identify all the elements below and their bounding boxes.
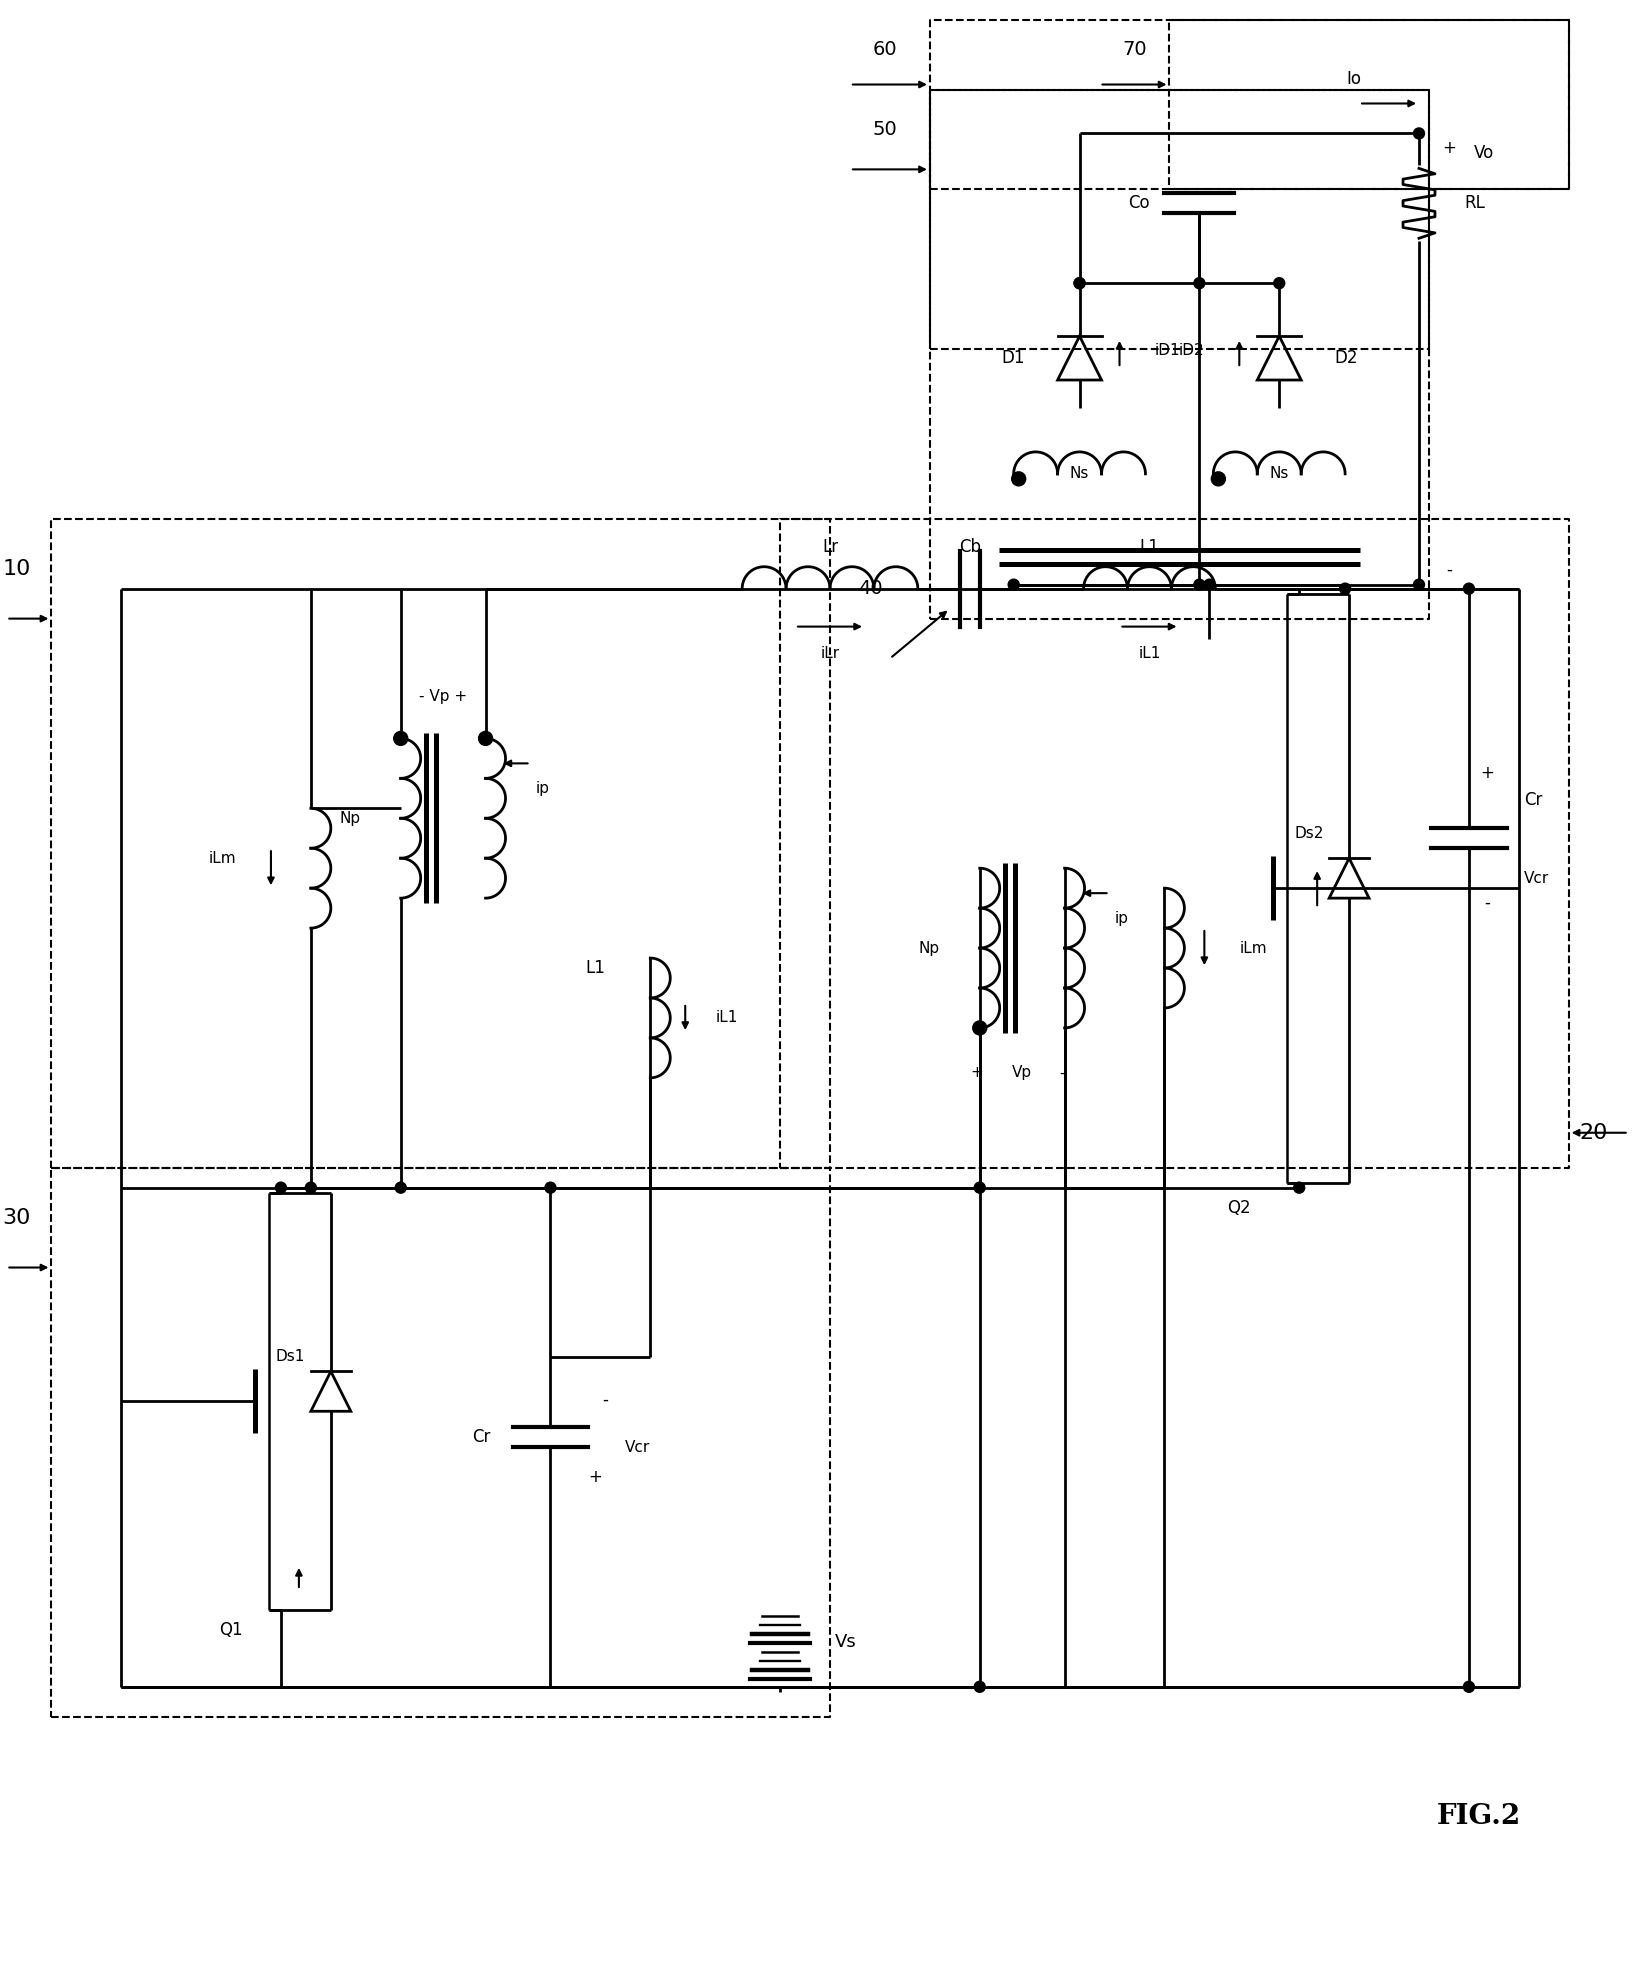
Text: Cr: Cr — [1524, 791, 1542, 809]
Text: Vs: Vs — [835, 1633, 857, 1651]
Text: Ds2: Ds2 — [1294, 827, 1324, 840]
Text: Lr: Lr — [822, 537, 839, 555]
Text: D1: D1 — [1001, 348, 1025, 368]
Text: 20: 20 — [1580, 1124, 1608, 1143]
Circle shape — [1194, 579, 1205, 590]
Circle shape — [974, 1681, 986, 1692]
Circle shape — [305, 1183, 317, 1193]
Text: iL1: iL1 — [1138, 646, 1161, 661]
Circle shape — [479, 732, 492, 746]
Text: Io: Io — [1347, 69, 1362, 87]
Text: Ds1: Ds1 — [276, 1348, 305, 1364]
Circle shape — [1194, 277, 1205, 289]
Text: Vo: Vo — [1474, 144, 1494, 163]
Text: Vcr: Vcr — [626, 1441, 650, 1454]
Text: RL: RL — [1464, 195, 1484, 213]
Text: +: + — [588, 1468, 603, 1486]
Text: 60: 60 — [873, 39, 896, 59]
Circle shape — [1212, 472, 1225, 486]
Circle shape — [545, 1183, 556, 1193]
Text: iL1: iL1 — [715, 1010, 738, 1025]
Text: Q1: Q1 — [220, 1622, 243, 1639]
Text: iLm: iLm — [1240, 941, 1266, 956]
Circle shape — [1463, 1681, 1474, 1692]
Circle shape — [972, 1021, 987, 1035]
Circle shape — [1413, 128, 1425, 140]
Circle shape — [1204, 579, 1215, 590]
Text: ip: ip — [1114, 911, 1129, 925]
Text: D2: D2 — [1334, 348, 1357, 368]
Text: +: + — [971, 1065, 984, 1080]
Text: iLr: iLr — [821, 646, 840, 661]
Circle shape — [1012, 472, 1025, 486]
Text: iLm: iLm — [208, 850, 236, 866]
Text: 30: 30 — [2, 1208, 31, 1228]
Circle shape — [1009, 579, 1019, 590]
Circle shape — [393, 732, 408, 746]
Text: Cb: Cb — [959, 537, 981, 555]
Text: iD1: iD1 — [1154, 342, 1180, 358]
Text: iD2: iD2 — [1179, 342, 1204, 358]
Circle shape — [1294, 1183, 1304, 1193]
Text: -: - — [1060, 1065, 1065, 1080]
Text: Q2: Q2 — [1227, 1199, 1251, 1216]
Text: Vcr: Vcr — [1524, 870, 1549, 886]
Circle shape — [974, 1183, 986, 1193]
Circle shape — [395, 1183, 406, 1193]
Circle shape — [1413, 579, 1425, 590]
Text: 50: 50 — [872, 120, 896, 140]
Text: L1: L1 — [1139, 537, 1159, 555]
Circle shape — [1339, 583, 1351, 594]
Text: Ns: Ns — [1070, 466, 1090, 482]
Text: Vp: Vp — [1012, 1065, 1032, 1080]
Text: Np: Np — [340, 811, 362, 827]
Text: ip: ip — [535, 781, 550, 795]
Text: 40: 40 — [857, 579, 882, 598]
Text: - Vp +: - Vp + — [419, 689, 467, 705]
Text: +: + — [1441, 140, 1456, 157]
Text: Cr: Cr — [472, 1429, 490, 1446]
Text: -: - — [1446, 561, 1451, 579]
Text: FIG.2: FIG.2 — [1436, 1803, 1521, 1830]
Text: 70: 70 — [1123, 39, 1147, 59]
Circle shape — [1075, 277, 1085, 289]
Circle shape — [276, 1183, 286, 1193]
Text: 10: 10 — [2, 559, 31, 579]
Text: -: - — [603, 1389, 608, 1409]
Text: Co: Co — [1128, 195, 1149, 213]
Circle shape — [1075, 277, 1085, 289]
Text: -: - — [1484, 893, 1489, 911]
Text: +: + — [1479, 764, 1494, 783]
Text: Np: Np — [918, 941, 939, 956]
Text: L1: L1 — [586, 958, 606, 976]
Circle shape — [1463, 583, 1474, 594]
Circle shape — [1273, 277, 1284, 289]
Text: Ns: Ns — [1270, 466, 1289, 482]
